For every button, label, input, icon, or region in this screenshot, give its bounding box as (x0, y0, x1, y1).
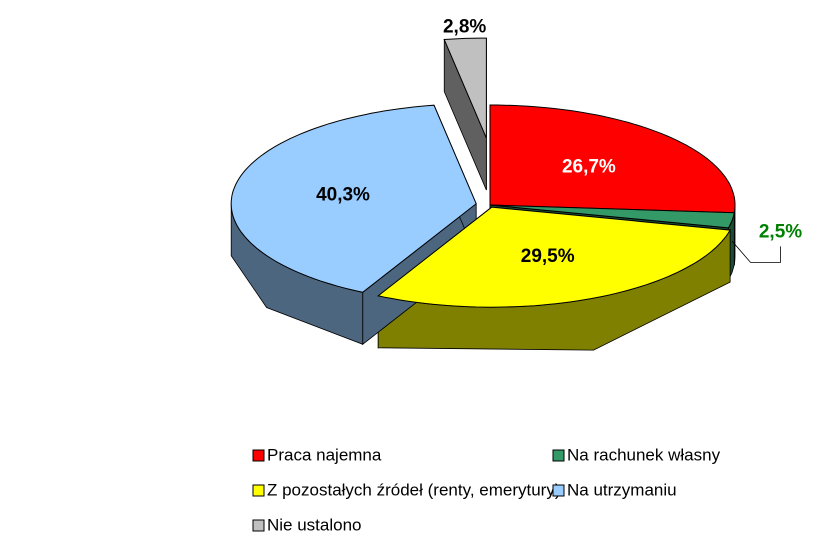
data-label: 40,3% (316, 184, 370, 205)
legend-label: Na utrzymaniu (567, 480, 677, 499)
slice (230, 104, 477, 293)
legend-swatch (252, 484, 265, 497)
legend-swatch (252, 519, 265, 532)
data-label: 2,8% (443, 17, 486, 38)
legend-label: Na rachunek własny (567, 445, 721, 464)
slice (443, 37, 487, 139)
data-label: 29,5% (521, 246, 575, 267)
legend-swatch (552, 484, 565, 497)
legend-label: Praca najemna (267, 445, 382, 464)
legend-label: Nie ustalono (267, 515, 362, 534)
slice-tops (230, 37, 736, 308)
data-label: 2,5% (759, 221, 802, 242)
legend-label: Z pozostałych źródeł (renty, emerytury) (267, 480, 561, 499)
legend-swatch (552, 449, 565, 462)
slice (377, 206, 731, 308)
slice (489, 204, 735, 229)
leader-line (731, 240, 781, 263)
data-label: 26,7% (562, 157, 616, 178)
legend-swatch (252, 449, 265, 462)
slice (489, 104, 736, 214)
